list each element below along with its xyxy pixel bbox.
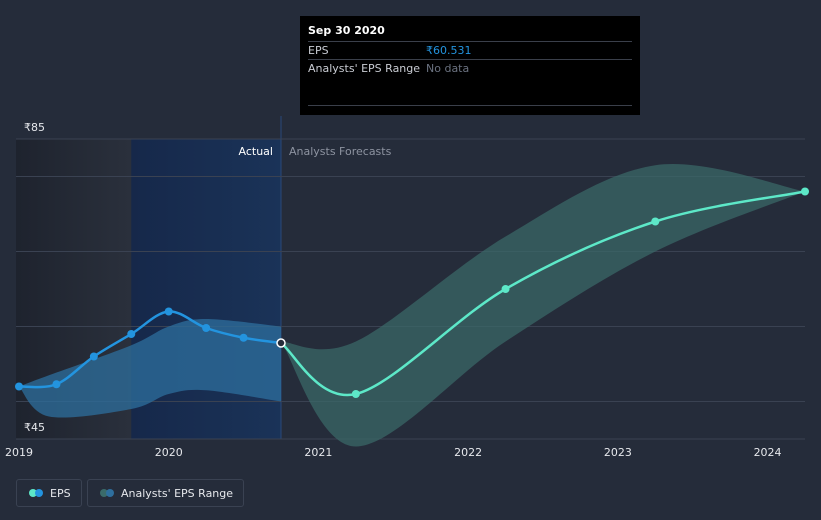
forecast-point-3 xyxy=(651,217,660,226)
eps-point-6 xyxy=(239,333,248,342)
actual-label: Actual xyxy=(239,145,273,158)
forecast-point-1 xyxy=(351,390,360,398)
legend-label-eps-range: Analysts' EPS Range xyxy=(121,486,234,500)
tooltip-divider xyxy=(308,105,632,106)
y-tick-label-85: ₹85 xyxy=(24,121,45,134)
legend-label-eps: EPS xyxy=(50,486,71,500)
eps-point-4 xyxy=(164,307,173,316)
x-tick-label-2023: 2023 xyxy=(604,446,632,459)
eps-point-1 xyxy=(52,380,61,389)
x-tick-label-2019: 2019 xyxy=(5,446,33,459)
tooltip-eps-value: ₹60.531 xyxy=(426,44,472,57)
eps-legend-icon xyxy=(29,489,43,497)
eps-point-3 xyxy=(127,330,136,338)
eps-range-band-1 xyxy=(280,164,805,447)
legend-item-eps[interactable]: EPS xyxy=(16,479,82,507)
tooltip-row-range: Analysts' EPS Range No data xyxy=(308,59,632,77)
eps-point-7 xyxy=(276,338,286,348)
tooltip-row-eps: EPS ₹60.531 xyxy=(308,41,632,59)
x-tick-label-2021: 2021 xyxy=(304,446,332,459)
x-tick-label-2020: 2020 xyxy=(155,446,183,459)
legend-item-eps-range[interactable]: Analysts' EPS Range xyxy=(87,479,245,507)
forecast-point-4 xyxy=(801,187,809,196)
x-tick-label-2022: 2022 xyxy=(454,446,482,459)
forecast-label: Analysts Forecasts xyxy=(289,145,392,158)
x-tick-label-2024: 2024 xyxy=(754,446,782,459)
eps-range-band-0 xyxy=(18,319,281,418)
forecast-point-2 xyxy=(501,285,510,293)
y-tick-label-45: ₹45 xyxy=(24,421,45,434)
eps-range-legend-icon xyxy=(100,489,114,497)
eps-point-2 xyxy=(89,352,98,361)
tooltip-range-label: Analysts' EPS Range xyxy=(308,62,421,75)
tooltip-range-value: No data xyxy=(426,62,470,75)
eps-point-0 xyxy=(14,382,23,391)
hover-tooltip: Sep 30 2020 EPS ₹60.531 Analysts' EPS Ra… xyxy=(300,16,640,115)
tooltip-date: Sep 30 2020 xyxy=(308,24,385,37)
eps-point-5 xyxy=(202,324,211,332)
tooltip-eps-label: EPS xyxy=(308,44,329,57)
